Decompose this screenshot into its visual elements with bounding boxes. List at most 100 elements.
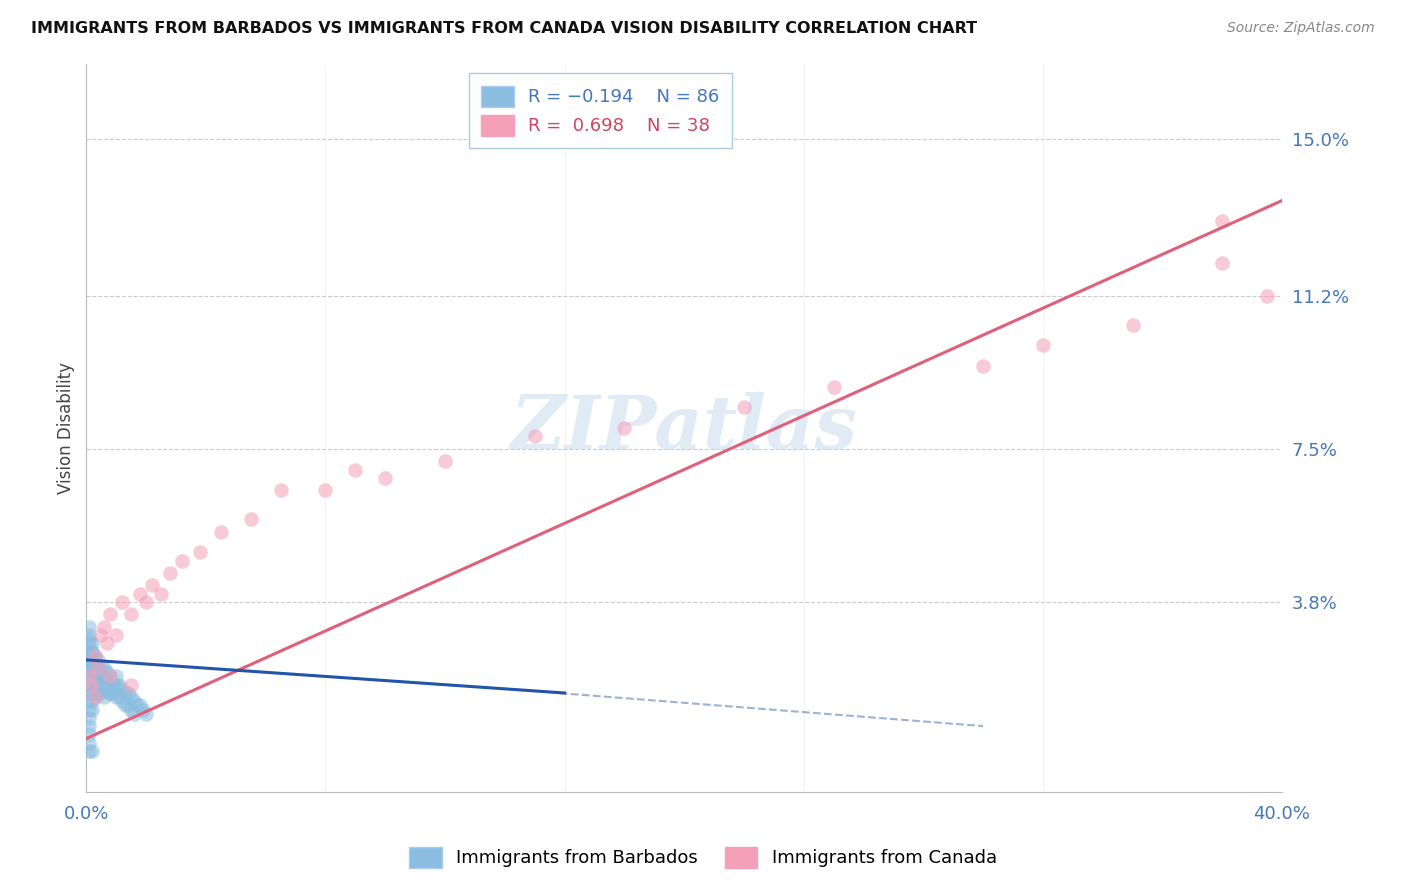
- Point: [84, 653, 107, 667]
- Point: [122, 706, 145, 721]
- Point: [82, 669, 104, 683]
- Point: [1211, 214, 1233, 228]
- Point: [90, 669, 112, 683]
- Point: [77, 636, 100, 650]
- Point: [1256, 289, 1278, 303]
- Point: [77, 686, 100, 700]
- Point: [96, 636, 118, 650]
- Point: [103, 686, 125, 700]
- Point: [159, 566, 181, 580]
- Point: [82, 744, 104, 758]
- Point: [90, 673, 112, 688]
- Point: [111, 595, 134, 609]
- Point: [105, 669, 128, 683]
- Point: [77, 669, 100, 683]
- Point: [141, 578, 163, 592]
- Point: [84, 648, 107, 663]
- Point: [209, 524, 232, 539]
- Point: [82, 657, 104, 671]
- Point: [77, 620, 100, 634]
- Point: [98, 678, 121, 692]
- Point: [77, 702, 100, 716]
- Point: [105, 690, 128, 705]
- Point: [105, 628, 128, 642]
- Point: [122, 694, 145, 708]
- Point: [84, 648, 107, 663]
- Point: [93, 669, 115, 683]
- Point: [98, 669, 121, 683]
- Point: [77, 678, 100, 692]
- Point: [344, 462, 367, 476]
- Point: [239, 512, 262, 526]
- Point: [84, 690, 107, 705]
- Point: [972, 359, 994, 373]
- Point: [87, 673, 110, 688]
- Point: [129, 698, 152, 713]
- Point: [87, 653, 110, 667]
- Point: [77, 694, 100, 708]
- Point: [270, 483, 292, 498]
- Point: [98, 607, 121, 622]
- Point: [93, 690, 115, 705]
- Point: [82, 694, 104, 708]
- Point: [823, 380, 845, 394]
- Point: [82, 653, 104, 667]
- Point: [1211, 255, 1233, 269]
- Point: [82, 644, 104, 658]
- Point: [96, 665, 118, 680]
- Point: [84, 690, 107, 705]
- Point: [77, 628, 100, 642]
- Point: [77, 632, 100, 647]
- Point: [84, 681, 107, 696]
- Point: [82, 702, 104, 716]
- Point: [98, 686, 121, 700]
- Point: [93, 620, 115, 634]
- Point: [77, 657, 100, 671]
- Point: [82, 686, 104, 700]
- Point: [84, 665, 107, 680]
- Point: [733, 401, 755, 415]
- Point: [90, 628, 112, 642]
- Point: [314, 483, 336, 498]
- Legend: Immigrants from Barbados, Immigrants from Canada: Immigrants from Barbados, Immigrants fro…: [398, 836, 1008, 879]
- Point: [120, 690, 142, 705]
- Point: [84, 665, 107, 680]
- Point: [77, 661, 100, 675]
- Point: [105, 678, 128, 692]
- Point: [135, 595, 157, 609]
- Point: [82, 636, 104, 650]
- Point: [150, 587, 173, 601]
- Point: [108, 690, 131, 705]
- Point: [77, 648, 100, 663]
- Point: [170, 553, 193, 567]
- Point: [108, 678, 131, 692]
- Point: [117, 698, 139, 713]
- Point: [120, 678, 142, 692]
- Point: [77, 669, 100, 683]
- Point: [82, 678, 104, 692]
- Y-axis label: Vision Disability: Vision Disability: [58, 362, 75, 494]
- Point: [120, 702, 142, 716]
- Text: IMMIGRANTS FROM BARBADOS VS IMMIGRANTS FROM CANADA VISION DISABILITY CORRELATION: IMMIGRANTS FROM BARBADOS VS IMMIGRANTS F…: [31, 21, 977, 36]
- Point: [96, 673, 118, 688]
- Point: [523, 429, 546, 443]
- Point: [96, 681, 118, 696]
- Point: [117, 686, 139, 700]
- Point: [433, 454, 456, 468]
- Point: [127, 698, 149, 713]
- Point: [1121, 318, 1143, 332]
- Point: [77, 644, 100, 658]
- Point: [77, 727, 100, 741]
- Point: [84, 673, 107, 688]
- Point: [87, 669, 110, 683]
- Point: [129, 587, 152, 601]
- Point: [93, 678, 115, 692]
- Point: [111, 681, 134, 696]
- Point: [96, 681, 118, 696]
- Point: [613, 421, 636, 435]
- Legend: R = −0.194    N = 86, R =  0.698    N = 38: R = −0.194 N = 86, R = 0.698 N = 38: [468, 73, 733, 148]
- Point: [82, 678, 104, 692]
- Point: [374, 471, 396, 485]
- Point: [87, 686, 110, 700]
- Point: [82, 669, 104, 683]
